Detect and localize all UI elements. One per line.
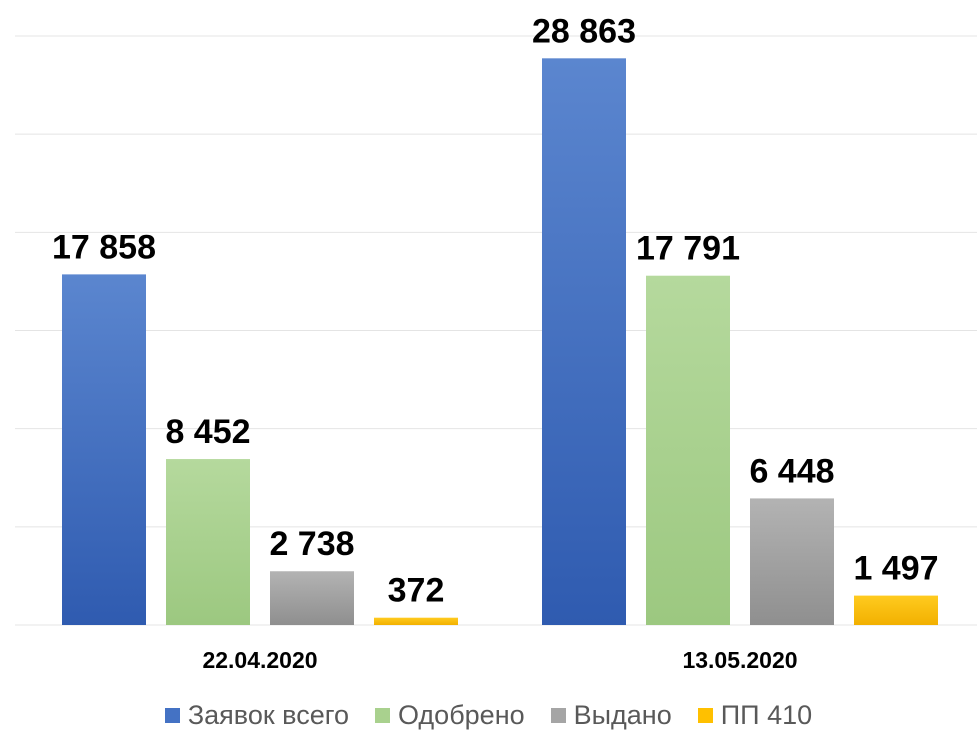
bar (750, 498, 834, 625)
legend-label: ПП 410 (720, 699, 813, 730)
data-label: 1 497 (853, 550, 938, 588)
data-label: 8 452 (165, 413, 250, 451)
bar (62, 274, 146, 625)
legend-swatch (375, 707, 391, 723)
bar-chart: 17 858 8 452 2 738 372 28 863 17 791 6 448 1 49… (15, 12, 977, 673)
bar (374, 617, 458, 625)
data-label: 372 (388, 572, 445, 610)
category-label: 22.04.2020 (202, 647, 317, 673)
data-labels: 17 858 8 452 2 738 372 28 863 17 791 6 448 1 49… (52, 12, 939, 609)
bar (542, 58, 626, 625)
legend-label: Выдано (573, 699, 672, 730)
bar (854, 595, 938, 625)
legend-swatch (164, 707, 180, 723)
legend-item: ПП 410 (697, 699, 813, 731)
category-label: 13.05.2020 (682, 647, 797, 673)
legend-item: Заявок всего (164, 699, 350, 731)
legend-label: Заявок всего (187, 699, 350, 730)
data-label: 17 791 (636, 230, 740, 268)
category-labels: 22.04.2020 13.05.2020 (202, 647, 797, 673)
data-label: 6 448 (749, 452, 834, 490)
bar (646, 275, 730, 625)
legend-swatch (697, 707, 713, 723)
legend-swatch (550, 707, 566, 723)
data-label: 28 863 (532, 12, 636, 50)
legend: Заявок всего Одобрено Выдано ПП 410 (0, 690, 977, 740)
bars (62, 58, 938, 625)
bar (270, 571, 354, 625)
legend-label: Одобрено (398, 699, 525, 730)
data-label: 17 858 (52, 228, 156, 266)
bar (166, 459, 250, 625)
data-label: 2 738 (269, 525, 354, 563)
legend-item: Выдано (550, 699, 672, 731)
legend-item: Одобрено (375, 700, 525, 731)
